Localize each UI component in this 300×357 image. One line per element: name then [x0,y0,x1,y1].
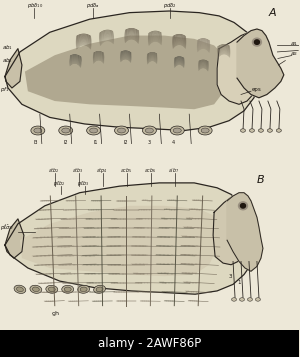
Ellipse shape [46,285,58,293]
Ellipse shape [118,128,125,133]
Ellipse shape [201,128,209,133]
Text: alamy - 2AWF86P: alamy - 2AWF86P [98,337,201,350]
Text: $atp_4$: $atp_4$ [96,166,108,175]
Ellipse shape [255,298,260,301]
Text: $ab_1$: $ab_1$ [2,42,13,51]
Ellipse shape [250,129,254,132]
Polygon shape [20,206,219,276]
Text: $ab_2$: $ab_2$ [2,56,13,65]
Ellipse shape [276,129,281,132]
Text: l2: l2 [123,140,128,145]
Text: 3: 3 [148,140,151,145]
Ellipse shape [241,203,245,208]
Polygon shape [5,219,24,258]
Text: B: B [257,175,265,185]
Text: $pb\delta_{10}$: $pb\delta_{10}$ [27,1,44,10]
Ellipse shape [34,128,42,133]
Text: $p\ell b_2$: $p\ell b_2$ [53,179,65,188]
Ellipse shape [14,285,26,293]
Ellipse shape [238,202,247,210]
Ellipse shape [32,287,39,292]
Text: 4: 4 [172,140,175,145]
Text: $atb_2$: $atb_2$ [48,166,60,175]
Polygon shape [25,36,229,109]
Ellipse shape [30,285,42,293]
Ellipse shape [254,40,260,44]
Ellipse shape [87,126,100,135]
Ellipse shape [258,129,263,132]
Ellipse shape [173,128,181,133]
Polygon shape [237,29,284,98]
Ellipse shape [48,287,55,292]
Text: 3: 3 [229,274,233,279]
Ellipse shape [170,126,184,135]
Text: l1: l1 [93,140,98,145]
Polygon shape [217,32,259,104]
Polygon shape [227,193,263,271]
Polygon shape [5,49,22,88]
Ellipse shape [62,128,70,133]
Ellipse shape [96,287,103,292]
Ellipse shape [94,285,106,293]
Text: gh: gh [52,311,60,317]
Text: $a_1$: $a_1$ [290,40,298,48]
Ellipse shape [90,128,98,133]
Ellipse shape [241,129,245,132]
Bar [0,330,299,357]
Text: $aib_7$: $aib_7$ [168,166,179,175]
Ellipse shape [232,298,236,301]
Ellipse shape [62,285,74,293]
Text: $pd\delta_a$: $pd\delta_a$ [85,1,100,10]
Text: $pf_1$: $pf_1$ [0,85,10,94]
Ellipse shape [253,38,261,46]
Ellipse shape [248,298,253,301]
Polygon shape [5,183,254,294]
Ellipse shape [115,126,128,135]
Polygon shape [5,11,259,131]
Ellipse shape [80,287,87,292]
Ellipse shape [146,128,153,133]
Text: A: A [269,8,277,18]
Text: l3: l3 [34,140,38,145]
Text: $p\ell b_3$: $p\ell b_3$ [77,179,89,188]
Text: $acb_6$: $acb_6$ [144,166,157,175]
Text: eps: eps [252,87,262,92]
Ellipse shape [64,287,71,292]
Ellipse shape [59,126,73,135]
Text: l2: l2 [64,140,68,145]
Ellipse shape [239,298,244,301]
Ellipse shape [142,126,156,135]
Ellipse shape [31,126,45,135]
Ellipse shape [16,287,23,292]
Text: 1: 1 [237,280,241,285]
Text: $acb_5$: $acb_5$ [120,166,133,175]
Text: $pd\delta_2$: $pd\delta_2$ [163,1,177,10]
Text: $a_2$: $a_2$ [290,50,298,58]
Text: $p\ell\hat{\sigma}_0$: $p\ell\hat{\sigma}_0$ [0,222,14,232]
Ellipse shape [267,129,272,132]
Ellipse shape [78,285,90,293]
Polygon shape [213,196,247,265]
Text: $atb_3$: $atb_3$ [72,166,84,175]
Ellipse shape [198,126,212,135]
